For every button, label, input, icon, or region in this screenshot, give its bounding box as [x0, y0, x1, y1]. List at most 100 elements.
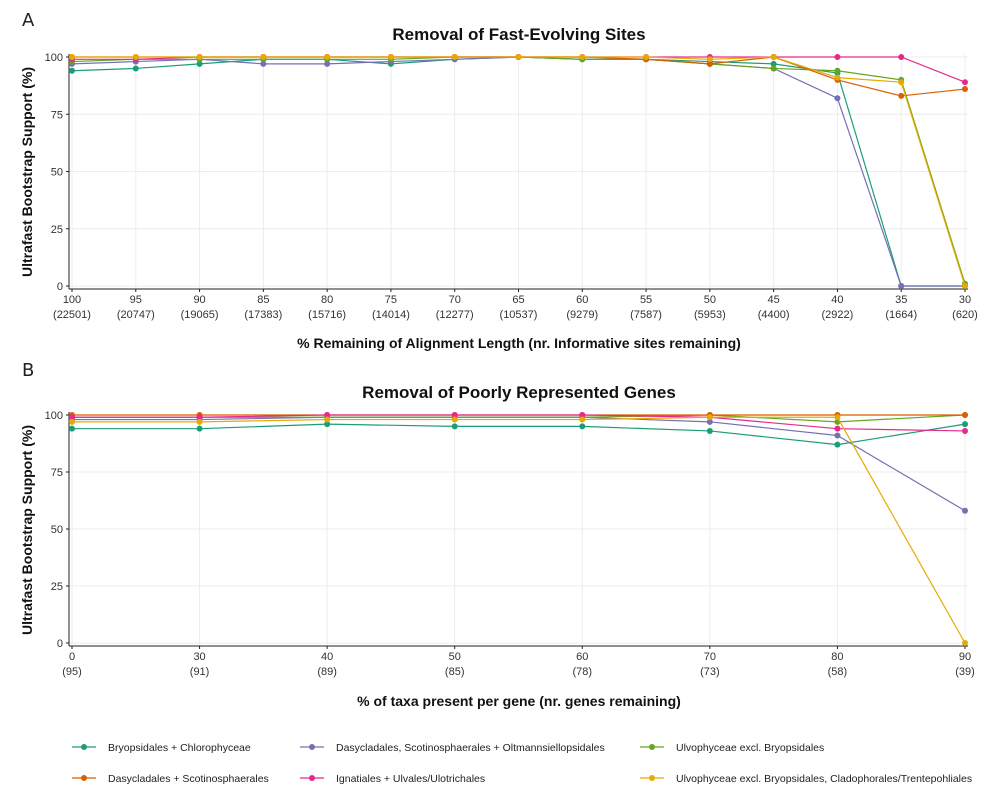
x-tick-sublabel: (58): [828, 666, 848, 678]
x-tick-sublabel: (9279): [566, 309, 598, 321]
data-point: [132, 65, 139, 72]
x-tick-sublabel: (1664): [885, 309, 917, 321]
x-tick-label: 60: [576, 294, 588, 306]
x-tick-label: 55: [640, 294, 652, 306]
legend-label: Ignatiales + Ulvales/Ulotrichales: [336, 773, 485, 785]
data-point: [706, 60, 713, 67]
x-tick-sublabel: (73): [700, 666, 720, 678]
legend-item: Ignatiales + Ulvales/Ulotrichales: [300, 773, 485, 785]
data-point: [451, 412, 458, 418]
data-point: [770, 54, 777, 60]
y-tick-label: 0: [57, 638, 63, 650]
x-tick-sublabel: (78): [573, 666, 593, 678]
legend-label: Ulvophyceae excl. Bryopsidales: [676, 742, 824, 754]
panel-a: A Removal of Fast-Evolving Sites % Remai…: [19, 10, 978, 351]
data-point: [132, 54, 139, 60]
x-tick-sublabel: (85): [445, 666, 465, 678]
x-tick-sublabel: (10537): [500, 309, 538, 321]
data-point: [260, 54, 267, 60]
legend-swatch-point: [649, 775, 655, 781]
data-point: [451, 416, 458, 423]
grid: [69, 412, 968, 646]
x-tick-label: 80: [831, 651, 843, 663]
data-point: [324, 60, 331, 67]
data-point: [387, 54, 394, 60]
grid: [69, 54, 968, 289]
series-line: [72, 416, 966, 512]
data-point: [962, 86, 968, 93]
x-tick-sublabel: (22501): [53, 309, 91, 321]
data-point: [962, 283, 968, 289]
legend-swatch-point: [309, 775, 315, 781]
data-point: [579, 54, 586, 60]
x-tick-sublabel: (7587): [630, 309, 662, 321]
data-point: [962, 507, 968, 514]
data-point: [834, 432, 841, 439]
legend-swatch-point: [309, 744, 315, 750]
x-tick-label: 30: [959, 294, 971, 306]
legend: Bryopsidales + Chlorophyceae Dasycladales…: [72, 742, 972, 785]
data-point: [196, 425, 203, 432]
data-point: [69, 425, 75, 432]
data-point: [643, 54, 650, 60]
y-axis-label-a: Ultrafast Bootstrap Support (%): [19, 67, 35, 277]
x-tick-label: 0: [69, 651, 75, 663]
x-tick-sublabel: (39): [955, 666, 975, 678]
y-tick-label: 75: [51, 467, 63, 479]
x-tick-sublabel: (4400): [758, 309, 790, 321]
panel-letter-a: A: [22, 10, 35, 31]
data-point: [69, 54, 75, 60]
data-point: [451, 423, 458, 430]
x-tick-sublabel: (15716): [308, 309, 346, 321]
x-tick-label: 65: [512, 294, 524, 306]
data-point: [69, 414, 75, 421]
data-point: [770, 60, 777, 67]
legend-swatch-point: [81, 775, 87, 781]
x-tick-sublabel: (89): [317, 666, 337, 678]
data-point: [324, 416, 331, 423]
data-point: [834, 95, 841, 102]
data-point: [451, 54, 458, 60]
x-tick-label: 50: [704, 294, 716, 306]
data-point: [898, 54, 905, 60]
x-tick-label: 45: [768, 294, 780, 306]
data-point: [324, 412, 331, 418]
x-tick-label: 40: [321, 651, 333, 663]
data-point: [515, 54, 522, 60]
x-tick-sublabel: (620): [952, 309, 978, 321]
panel-b: B Removal of Poorly Represented Genes % …: [19, 360, 975, 709]
legend-item: Dasycladales, Scotinosphaerales + Oltman…: [300, 742, 605, 754]
data-point: [962, 427, 968, 434]
x-tick-label: 95: [130, 294, 142, 306]
y-tick-label: 50: [51, 167, 63, 179]
legend-label: Ulvophyceae excl. Bryopsidales, Cladopho…: [676, 773, 972, 785]
y-tick-label: 100: [45, 52, 63, 64]
x-tick-label: 70: [704, 651, 716, 663]
series-3: [69, 412, 968, 425]
series-line: [72, 414, 966, 432]
x-tick-sublabel: (12277): [436, 309, 474, 321]
x-tick-label: 90: [959, 651, 971, 663]
x-tick-sublabel: (19065): [181, 309, 219, 321]
series-6: [69, 54, 968, 289]
x-tick-sublabel: (20747): [117, 309, 155, 321]
x-tick-label: 40: [831, 294, 843, 306]
x-tick-label: 100: [63, 294, 81, 306]
x-tick-label: 70: [449, 294, 461, 306]
y-tick-label: 25: [51, 224, 63, 236]
panel-letter-b: B: [22, 360, 34, 381]
legend-label: Dasycladales, Scotinosphaerales + Oltman…: [336, 742, 605, 754]
data-point: [196, 418, 203, 425]
data-point: [962, 640, 968, 646]
series-2: [69, 414, 968, 514]
data-point: [579, 412, 586, 418]
x-tick-label: 75: [385, 294, 397, 306]
series-line: [72, 423, 966, 446]
data-point: [898, 92, 905, 99]
data-point: [579, 423, 586, 430]
data-point: [324, 54, 331, 60]
x-axis-label-b: % of taxa present per gene (nr. genes re…: [357, 693, 681, 709]
y-axis-label-b: Ultrafast Bootstrap Support (%): [19, 425, 35, 635]
data-point: [962, 412, 968, 418]
